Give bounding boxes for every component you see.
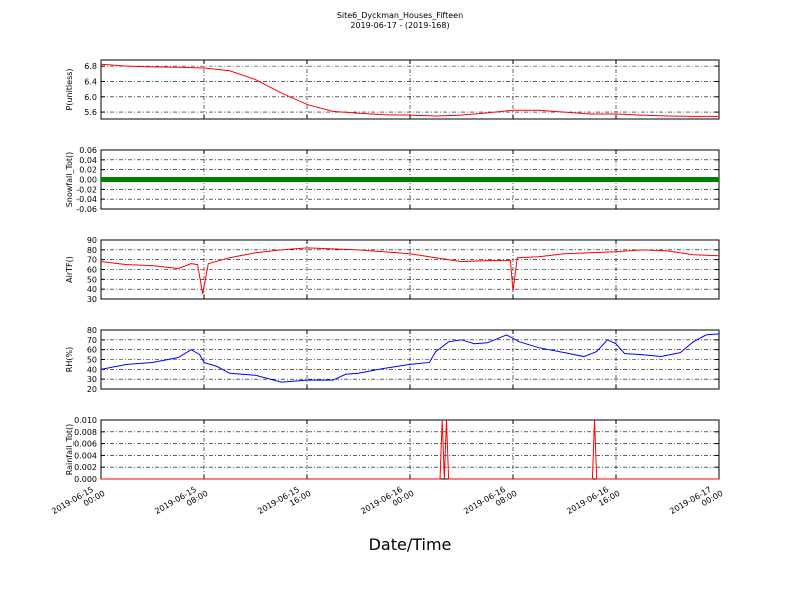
y-axis-label: P(unitless): [65, 68, 74, 110]
y-tick-label: 70: [87, 336, 97, 345]
y-tick-label: 60: [87, 266, 97, 275]
plot-frame: [100, 59, 720, 120]
y-tick-label: -0.02: [76, 185, 97, 194]
y-tick-label: 20: [87, 385, 97, 394]
data-line: [101, 419, 719, 480]
y-tick-label: 70: [87, 256, 97, 265]
y-tick-label: 0.010: [74, 416, 97, 425]
y-tick-label: 0.004: [74, 451, 97, 460]
y-tick-label: 0.04: [79, 156, 97, 165]
y-tick-label: 0.06: [79, 146, 97, 155]
y-tick-label: 0.008: [74, 428, 97, 437]
y-axis-label: RH(%): [65, 347, 74, 372]
data-line: [100, 63, 719, 117]
y-tick-label: 50: [87, 275, 97, 284]
y-tick-label: 80: [87, 246, 97, 255]
y-tick-label: 40: [87, 365, 97, 374]
y-tick-label: 80: [87, 326, 97, 335]
y-tick-label: 60: [87, 346, 97, 355]
y-tick-label: 30: [87, 375, 97, 384]
y-tick-label: 0.00: [79, 176, 97, 185]
y-tick-label: -0.06: [76, 205, 97, 214]
y-tick-label: 40: [87, 285, 97, 294]
plot-frame: [100, 239, 720, 300]
figure-subtitle: 2019-06-17 - (2019-168): [350, 21, 449, 30]
y-axis-label: AirTF(): [65, 256, 74, 283]
y-tick-label: 30: [87, 295, 97, 304]
y-tick-label: -0.04: [76, 195, 97, 204]
y-axis-label: Rainfall_Tot(): [65, 424, 74, 476]
y-tick-label: 50: [87, 356, 97, 365]
y-tick-label: 90: [87, 236, 97, 245]
y-tick-label: 5.6: [84, 108, 97, 117]
subplot: 5.6 6.0 6.4 6.8 P(unitless): [65, 59, 720, 120]
y-tick-label: 0.006: [74, 440, 97, 449]
subplot: -0.06-0.04-0.020.000.020.040.06 Snowfall_…: [65, 146, 720, 214]
y-tick-label: 6.4: [84, 77, 97, 86]
figure-title: Site6_Dyckman_Houses_Fifteen: [337, 11, 463, 20]
plot-frame: [100, 329, 720, 390]
x-axis-label: Date/Time: [369, 535, 452, 554]
data-line: [100, 333, 720, 383]
y-tick-label: 0.02: [79, 166, 97, 175]
y-tick-label: 0.002: [74, 463, 97, 472]
data-line: [100, 247, 720, 295]
y-tick-label: 6.8: [84, 62, 97, 71]
y-tick-label: 0.000: [74, 475, 97, 484]
y-tick-label: 6.0: [84, 93, 97, 102]
y-axis-label: Snowfall_Tot(): [65, 152, 74, 208]
